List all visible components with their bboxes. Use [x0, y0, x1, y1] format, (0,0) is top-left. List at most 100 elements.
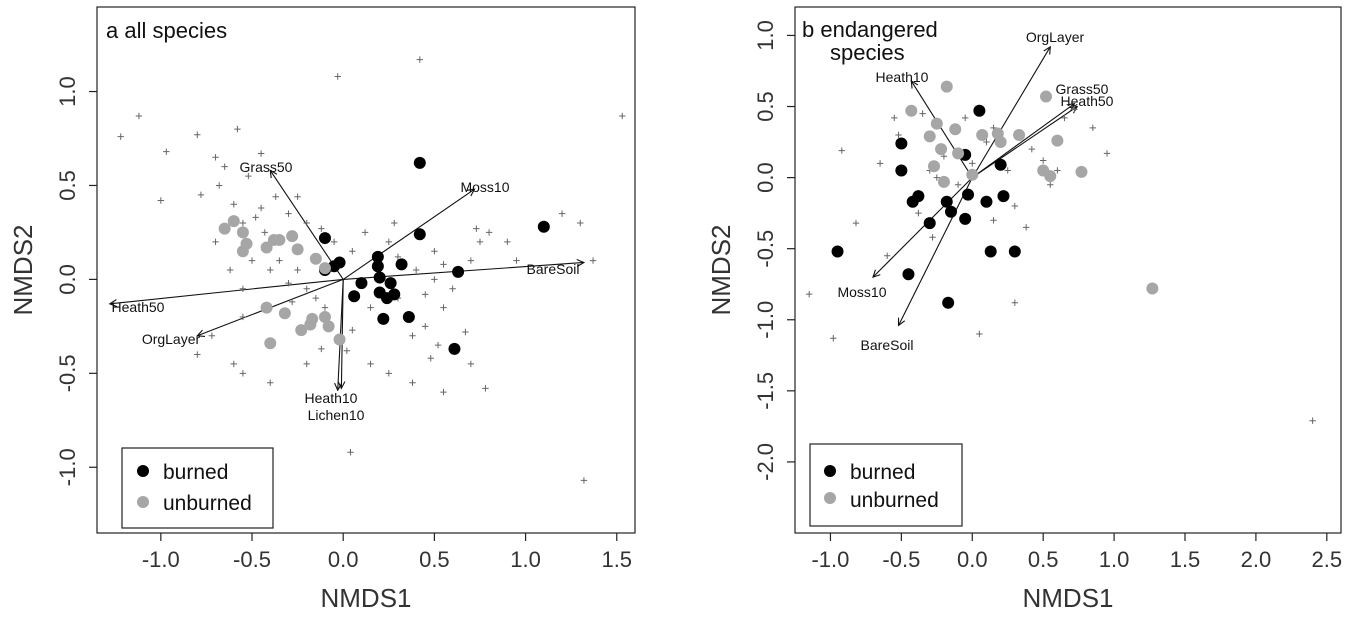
- panel-a-point-unburned: [240, 237, 253, 250]
- panel-a-point-unburned: [295, 324, 308, 337]
- panel-b-point-unburned: [949, 123, 962, 136]
- panel-a-point-burned: [371, 250, 384, 263]
- panel-a-point-unburned: [260, 241, 273, 254]
- panel-a-point-burned: [413, 156, 426, 169]
- panel-b-species-marker: [838, 147, 845, 154]
- panel-a-species-marker: [157, 197, 165, 204]
- panel-b-species-marker: [983, 138, 990, 146]
- panel-b-species-marker: [895, 131, 902, 139]
- panel-a-point-burned: [348, 290, 361, 303]
- panel-a-point-burned: [384, 277, 397, 290]
- panel-a-species-marker: [391, 219, 398, 227]
- panel-b-legend-burned-label: burned: [850, 461, 915, 484]
- panel-b-species-marker: [1011, 202, 1019, 210]
- panel-a-legend-burned-swatch: [137, 465, 149, 477]
- panel-a-point-unburned: [260, 301, 273, 314]
- panel-a-species-marker: [303, 285, 310, 292]
- panel-a-species-marker: [385, 370, 392, 377]
- panel-b-x-tick-label: 0.5: [1028, 547, 1059, 572]
- panel-b-vector-label-heath10: Heath10: [876, 69, 929, 85]
- panel-a-x-ticks: -1.0 -0.5 0.0 0.5 1.0 1.5: [142, 533, 632, 572]
- panel-b-species-marker: [961, 114, 969, 122]
- panel-b-species-marker: [1061, 114, 1068, 122]
- panel-b-legend-unburned-label: unburned: [850, 489, 939, 512]
- panel-a-species-marker: [261, 229, 268, 236]
- panel-b-point-unburned: [940, 80, 953, 93]
- panel-b-vector-heath50: [971, 107, 1077, 179]
- panel-b-y-tick-label: -1.0: [753, 301, 778, 339]
- panel-b-y-ticks: -2.0 -1.5 -1.0 -0.5 0.0 0.5 1.0: [753, 20, 795, 481]
- panel-a-species-marker: [467, 257, 475, 264]
- panel-b-y-tick-label: -1.5: [753, 372, 778, 410]
- panel-a-species-marker: [276, 257, 283, 264]
- panel-b-species-marker: [1004, 167, 1011, 174]
- panel-a-y-tick-label: -1.0: [55, 448, 80, 486]
- panel-a-species-marker: [239, 285, 247, 292]
- panel-a-species-marker: [257, 150, 265, 157]
- panel-a-species-marker: [349, 248, 356, 255]
- panel-b-species-marker: [915, 209, 922, 217]
- panel-a-species-marker: [215, 182, 223, 189]
- panel-a-vector-lichen10: [341, 279, 343, 388]
- panel-a-species-marker: [467, 360, 475, 368]
- panel-b-x-tick-label: 1.5: [1170, 547, 1201, 572]
- panel-b-vector-label-orglayer: OrgLayer: [1026, 29, 1085, 45]
- panel-a-legend-unburned-swatch: [137, 496, 149, 508]
- panel-a-species-marker: [294, 266, 301, 274]
- panel-b-species-marker: [1028, 145, 1036, 153]
- panel-a-species-marker: [619, 112, 626, 120]
- panel-b-species-marker: [876, 160, 884, 167]
- panel-a-x-tick-label: 0.0: [328, 547, 359, 572]
- panel-a-species-marker: [303, 219, 310, 227]
- panel-b-point-unburned: [923, 130, 936, 143]
- panel-b-species-marker: [830, 335, 837, 342]
- panel-b-legend: burned unburned: [809, 443, 963, 527]
- panel-b-vectors: [873, 47, 1077, 326]
- panel-a-legend: burned unburned: [121, 447, 274, 529]
- panel-a-vector-label-grass50: Grass50: [240, 159, 293, 175]
- panel-b-title-line-2: species: [830, 40, 905, 65]
- panel-b-point-unburned: [927, 160, 940, 173]
- panel-a-species-marker: [226, 266, 234, 274]
- panel-a-species-marker: [440, 304, 447, 311]
- panel-a-point-unburned: [273, 233, 286, 246]
- panel-a-vector-label-heath50: Heath50: [112, 299, 165, 315]
- panel-a-legend-burned-label: burned: [163, 461, 228, 484]
- panel-a-vector-label-orglayer: OrgLayer: [142, 331, 201, 347]
- panel-b-point-burned: [962, 188, 975, 201]
- panel-a-species-marker: [208, 332, 216, 339]
- panel-b-point-burned: [831, 245, 844, 258]
- panel-a-species-marker: [267, 266, 274, 274]
- panel-a-y-axis-label: NMDS2: [8, 224, 38, 315]
- panel-b-legend-burned-swatch: [824, 465, 836, 477]
- panel-b-x-tick-label: -1.0: [811, 547, 849, 572]
- panel-a-vector-label-moss10: Moss10: [460, 179, 509, 195]
- panel-a-title: a all species: [106, 18, 227, 43]
- panel-a-y-tick-label: 0.0: [55, 264, 80, 295]
- panel-a-species-marker: [330, 238, 338, 246]
- panel-a-x-tick-label: -0.5: [233, 547, 271, 572]
- panel-a-species-marker: [272, 193, 279, 200]
- panel-b-x-tick-label: 2.0: [1241, 547, 1272, 572]
- panel-b-species-marker: [969, 160, 976, 167]
- panel-a-species-marker: [473, 225, 480, 232]
- panel-b-point-burned: [923, 217, 936, 230]
- panel-b-point-unburned: [935, 143, 948, 156]
- panel-b-species-marker: [1022, 224, 1030, 231]
- panel-b-y-tick-label: 0.5: [753, 91, 778, 122]
- panel-a-species-marker: [409, 332, 416, 339]
- panel-b-x-tick-label: -0.5: [882, 547, 920, 572]
- panel-a-species-markers: [117, 56, 626, 484]
- panel-a-point-unburned: [291, 243, 304, 256]
- panel-b-point-burned: [895, 137, 908, 150]
- panel-a-point-unburned: [333, 333, 346, 346]
- panel-a-species-marker: [440, 388, 447, 396]
- panel-a-legend-unburned-label: unburned: [163, 492, 252, 515]
- panel-b-legend-box: [809, 443, 963, 527]
- panel-a-species-marker: [476, 238, 484, 246]
- panel-b-vector-label-grass50: Grass50: [1056, 81, 1109, 97]
- panel-b-x-tick-label: 1.0: [1099, 547, 1130, 572]
- panel-a-vector-moss10: [342, 189, 474, 280]
